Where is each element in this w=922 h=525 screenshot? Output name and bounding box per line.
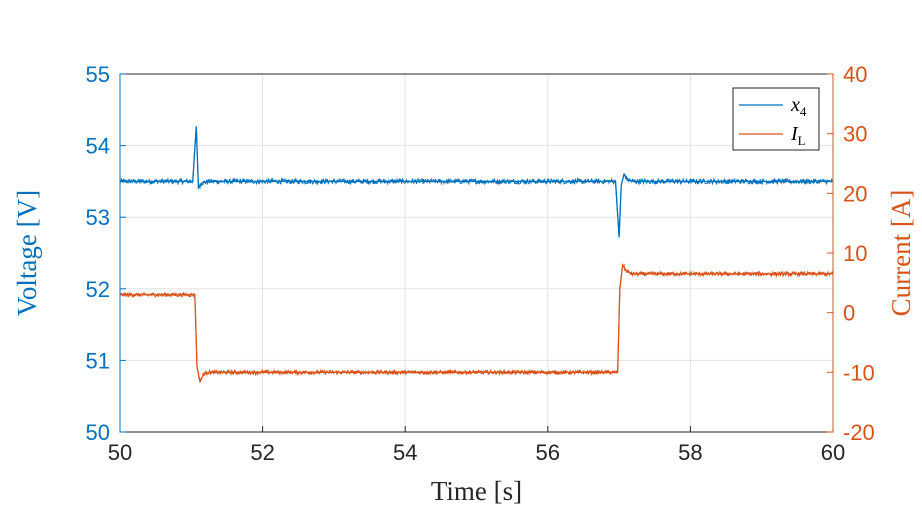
x-tick-label: 58 [678,440,702,465]
legend-entry: x4 [790,94,807,119]
x-tick-label: 50 [108,440,132,465]
y-left-tick-label: 54 [86,134,110,159]
y-left-tick-label: 51 [86,348,110,373]
y-axis-right-label: Current [A] [886,190,916,317]
y-right-tick-label: -20 [843,420,875,445]
plot-area-frame [119,73,834,433]
series-breakpoints-il [120,262,833,384]
series-lines [119,126,834,384]
x-tick-label: 54 [393,440,417,465]
y-right-tick-label: 10 [843,241,867,266]
x-tick-label: 52 [250,440,274,465]
axis-ticks: 50 52 54 56 58 60 50 51 52 53 54 55 -20 -10 0 10 20 30 40 [86,62,875,465]
legend-entry: IL [790,123,806,148]
y-left-tick-label: 53 [86,205,110,230]
y-right-tick-label: 30 [843,122,867,147]
y-right-tick-label: -10 [843,360,875,385]
legend-box [732,87,820,151]
y-right-tick-label: 40 [843,62,867,87]
y-right-tick-label: 20 [843,181,867,206]
y-axis-left-label: Voltage [V] [12,190,42,316]
y-left-tick-label: 52 [86,277,110,302]
grid-lines [119,73,834,433]
series-line-il [119,263,834,383]
x-axis-label: Time [s] [431,476,522,506]
y-left-tick-label: 55 [86,62,110,87]
x-tick-label: 60 [821,440,845,465]
legend: x4 IL [732,87,820,151]
series-breakpoints-x4 [120,126,833,238]
y-left-tick-label: 50 [86,420,110,445]
y-right-tick-label: 0 [843,301,855,326]
x-tick-label: 56 [536,440,560,465]
series-line-x4 [119,127,834,238]
